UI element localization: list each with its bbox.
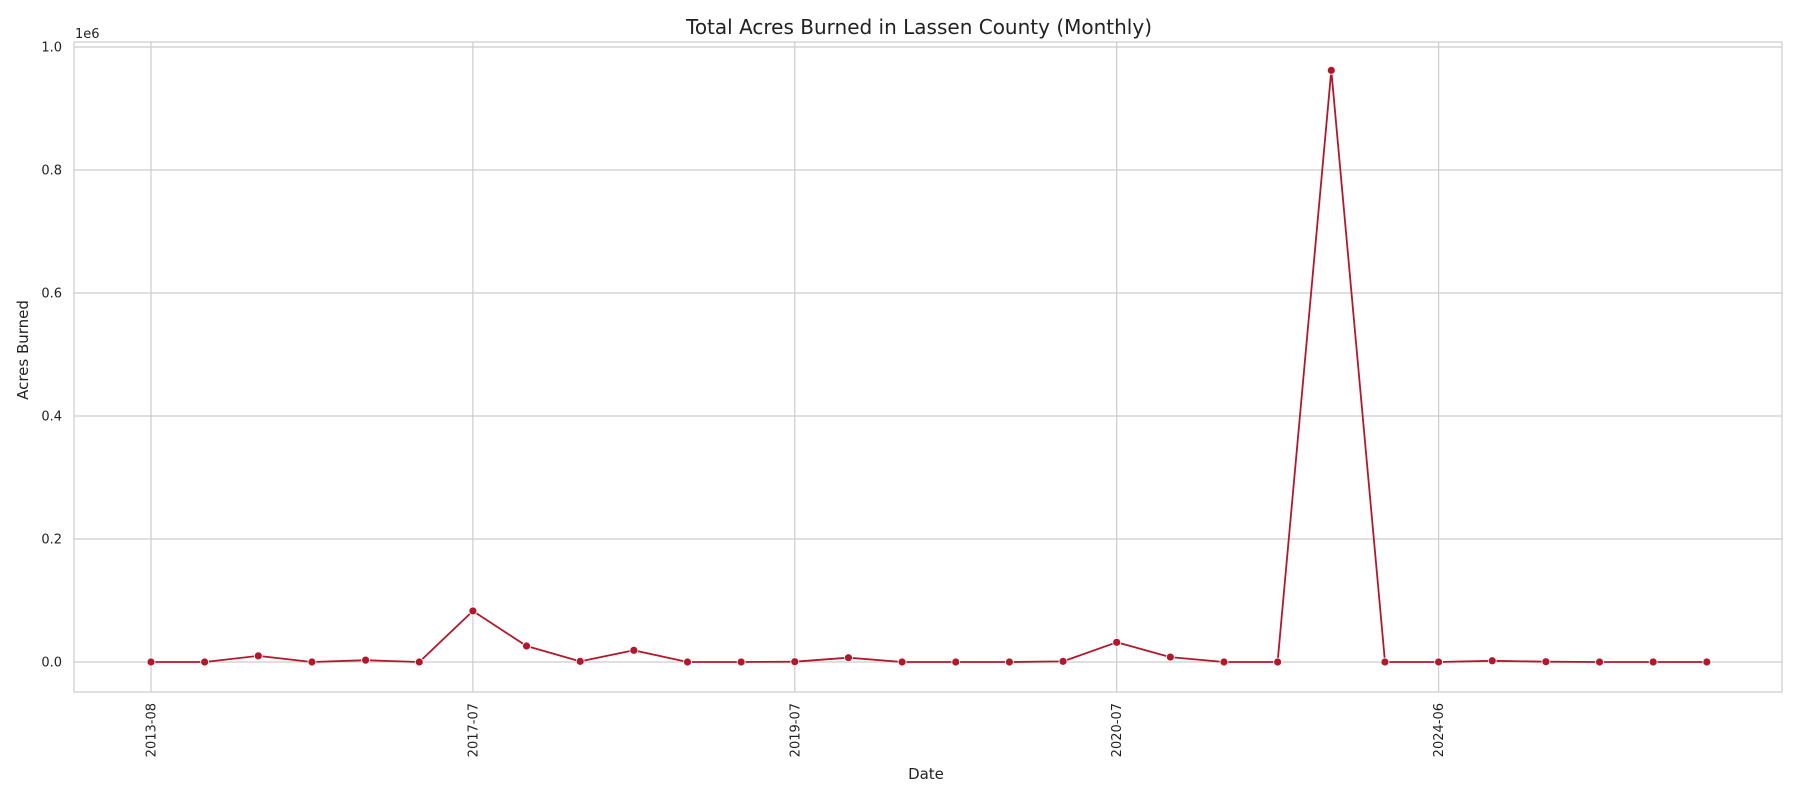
axis-ticks: 0.0 0.2 0.4 0.6 0.8 1.0 2013-08 2017-07 2019-07 2… [41, 41, 1447, 758]
data-point [790, 657, 800, 667]
data-point [414, 657, 424, 667]
data-point [1326, 65, 1336, 75]
data-point [683, 657, 692, 667]
data-point [1434, 657, 1443, 667]
data-point [253, 651, 263, 661]
data-point [1165, 652, 1175, 662]
data-point [1005, 657, 1014, 667]
data-point [468, 606, 478, 616]
y-tick-label: 0.8 [41, 164, 62, 179]
y-tick-label: 1.0 [41, 41, 62, 56]
data-point [361, 655, 371, 665]
x-tick-label: 2013-08 [145, 703, 160, 757]
data-point [200, 657, 210, 667]
y-axis-offset-label: 1e6 [75, 27, 100, 42]
y-axis-label: Acres Burned [14, 300, 32, 400]
data-point [1648, 657, 1658, 667]
data-point [1112, 637, 1122, 647]
y-tick-label: 0.0 [41, 656, 62, 671]
y-tick-label: 0.4 [41, 410, 62, 425]
chart-title: Total Acres Burned in Lassen County (Mon… [685, 15, 1152, 39]
data-point [1595, 657, 1604, 667]
data-point [844, 653, 853, 663]
data-point [1380, 657, 1390, 667]
x-tick-label: 2019-07 [788, 703, 803, 757]
data-point [522, 641, 531, 651]
series-group [146, 65, 1712, 667]
x-tick-label: 2024-06 [1432, 703, 1447, 757]
data-point [897, 657, 907, 667]
series-line [151, 69, 1707, 663]
data-point [575, 656, 585, 666]
y-tick-label: 0.2 [41, 533, 62, 548]
x-tick-label: 2017-07 [466, 703, 481, 757]
data-point [1702, 657, 1712, 667]
data-point [1487, 656, 1497, 666]
grid-lines [74, 42, 1782, 692]
data-point [629, 645, 639, 655]
x-tick-label: 2020-07 [1110, 703, 1125, 757]
plot-frame [73, 41, 1783, 693]
data-point [1541, 657, 1551, 667]
data-point [736, 657, 746, 667]
data-point [146, 657, 156, 667]
data-point [951, 657, 961, 667]
data-point [307, 657, 317, 667]
x-axis-label: Date [908, 765, 944, 783]
y-tick-label: 0.6 [41, 287, 62, 302]
data-point [1273, 657, 1283, 667]
data-point [1219, 657, 1229, 667]
data-point [1058, 656, 1068, 666]
